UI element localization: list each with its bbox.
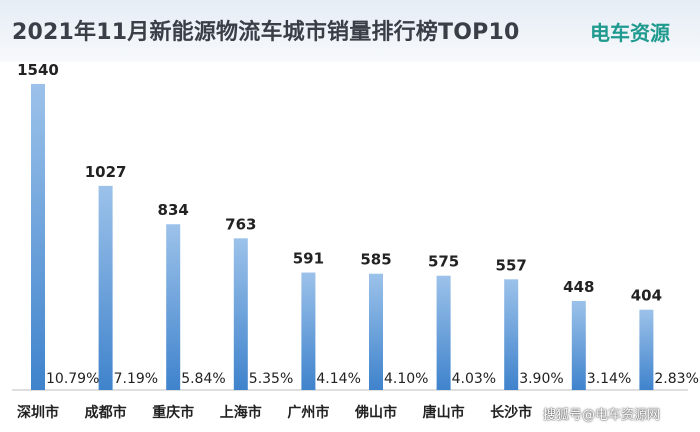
share-label-9: 3.14% xyxy=(587,371,631,387)
value-label-5: 591 xyxy=(293,250,324,268)
category-label-7: 唐山市 xyxy=(423,404,465,421)
category-label-3: 重庆市 xyxy=(152,404,194,421)
share-label-7: 4.03% xyxy=(452,371,496,387)
bar-8 xyxy=(504,279,519,390)
bar-7 xyxy=(436,275,451,390)
value-label-2: 1027 xyxy=(85,163,127,181)
share-label-5: 4.14% xyxy=(316,371,360,387)
category-label-1: 深圳市 xyxy=(17,404,59,421)
value-label-6: 585 xyxy=(360,251,391,269)
bar-1 xyxy=(31,83,45,391)
value-label-10: 404 xyxy=(631,287,662,305)
share-label-4: 5.35% xyxy=(249,371,293,387)
brand-logo: 电车资源 xyxy=(590,21,670,45)
category-label-6: 佛山市 xyxy=(354,404,397,421)
bar-6 xyxy=(369,273,383,390)
bar-9 xyxy=(571,300,586,390)
share-label-2: 7.19% xyxy=(114,371,158,387)
share-label-3: 5.84% xyxy=(181,371,225,387)
bar-10 xyxy=(639,309,654,390)
share-label-8: 3.90% xyxy=(519,371,563,387)
share-label-1: 10.79% xyxy=(46,371,99,387)
value-label-8: 557 xyxy=(496,256,527,274)
category-label-8: 长沙市 xyxy=(490,404,532,421)
value-label-7: 575 xyxy=(428,253,459,271)
watermark: 搜狐号@电车资源网 xyxy=(543,408,661,423)
share-label-6: 4.10% xyxy=(384,371,428,387)
category-label-5: 广州市 xyxy=(287,404,329,421)
bar-5 xyxy=(301,272,316,390)
value-label-1: 1540 xyxy=(17,61,59,79)
category-label-2: 成都市 xyxy=(85,404,127,421)
category-label-4: 上海市 xyxy=(220,404,262,421)
value-label-3: 834 xyxy=(158,201,189,219)
title-band xyxy=(0,0,700,62)
share-label-10: 2.83% xyxy=(654,371,698,387)
bar-2 xyxy=(98,185,113,390)
bar-3 xyxy=(166,224,181,390)
value-label-9: 448 xyxy=(563,278,594,296)
chart-title: 2021年11月新能源物流车城市销量排行榜TOP10 xyxy=(12,20,520,45)
value-label-4: 763 xyxy=(225,215,256,233)
bar-4 xyxy=(233,238,248,390)
